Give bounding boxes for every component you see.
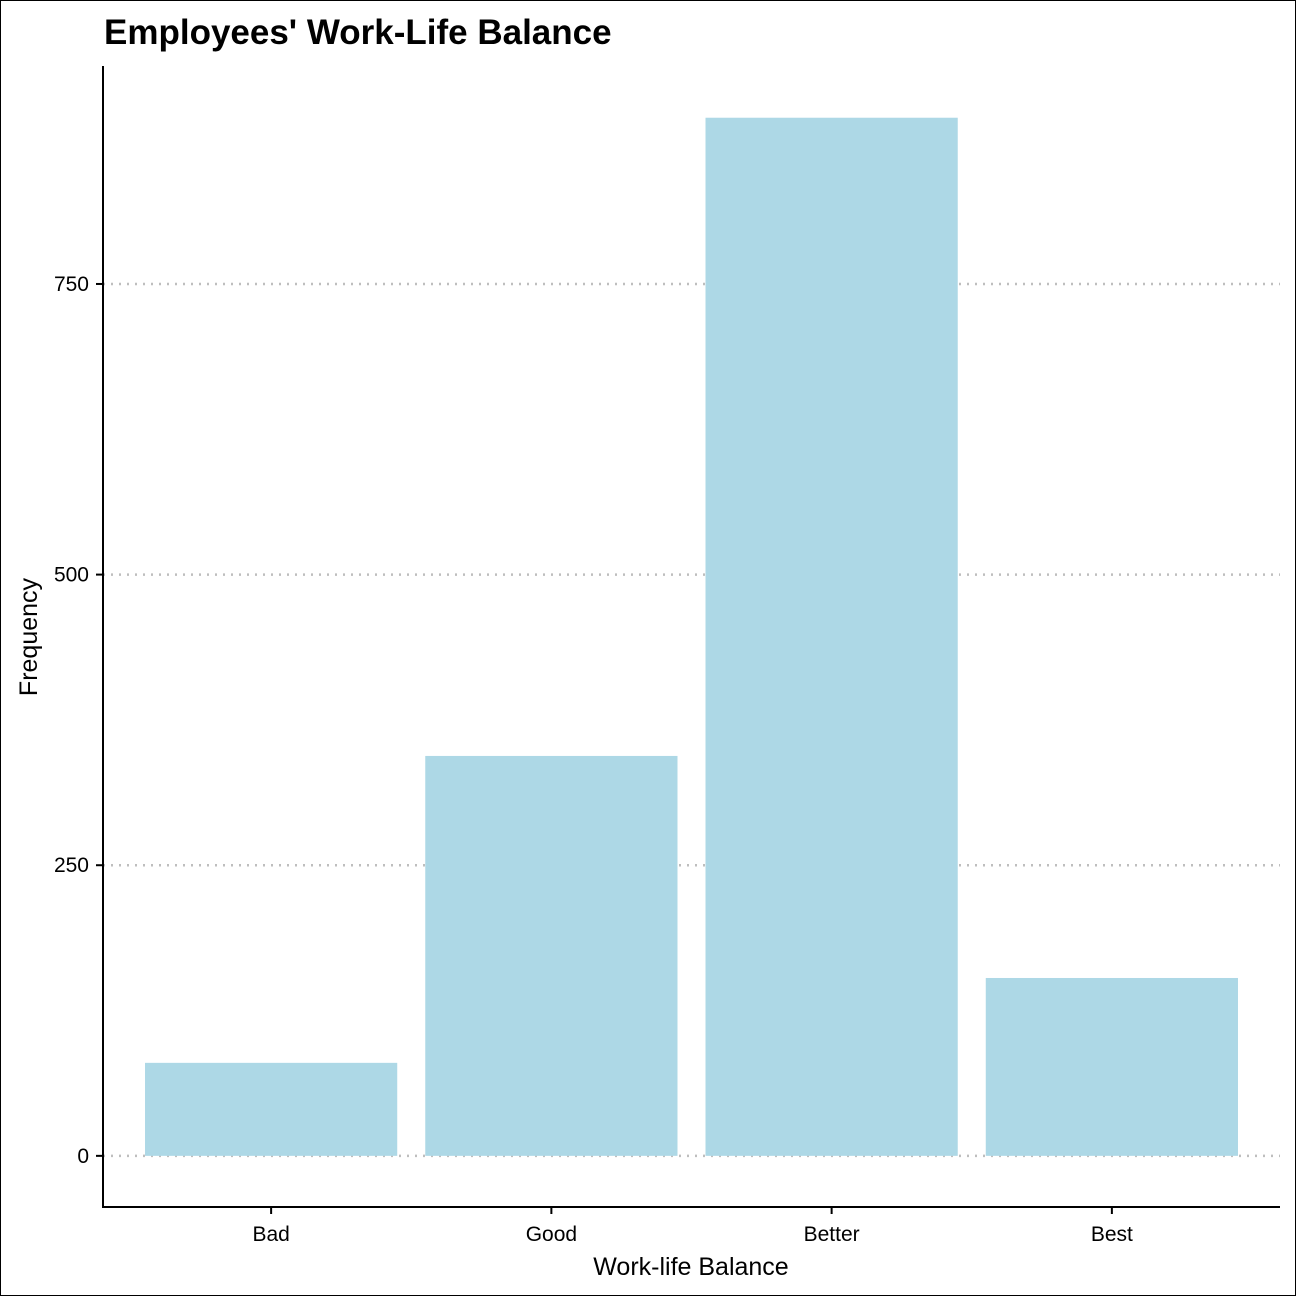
x-tick-label: Better [804,1223,860,1246]
y-axis-title: Frequency [15,577,43,696]
x-ticks: Bad Good Better Best [252,1207,1133,1246]
y-ticks: 0 250 500 750 [54,273,103,1168]
chart-title: Employees' Work-Life Balance [104,13,612,52]
y-tick-label: 750 [54,273,89,296]
x-tick-label: Best [1091,1223,1133,1246]
x-tick-label: Good [526,1223,577,1246]
bar-good [425,755,678,1156]
bar-bad [145,1062,398,1156]
y-tick-label: 0 [77,1145,89,1168]
x-axis-title: Work-life Balance [593,1253,788,1281]
x-tick-label: Bad [252,1223,289,1246]
y-tick-label: 250 [54,854,89,877]
bars [145,117,1238,1156]
bar-best [985,977,1238,1156]
bar-better [705,117,958,1156]
y-tick-label: 500 [54,564,89,587]
axes [102,66,1280,1208]
